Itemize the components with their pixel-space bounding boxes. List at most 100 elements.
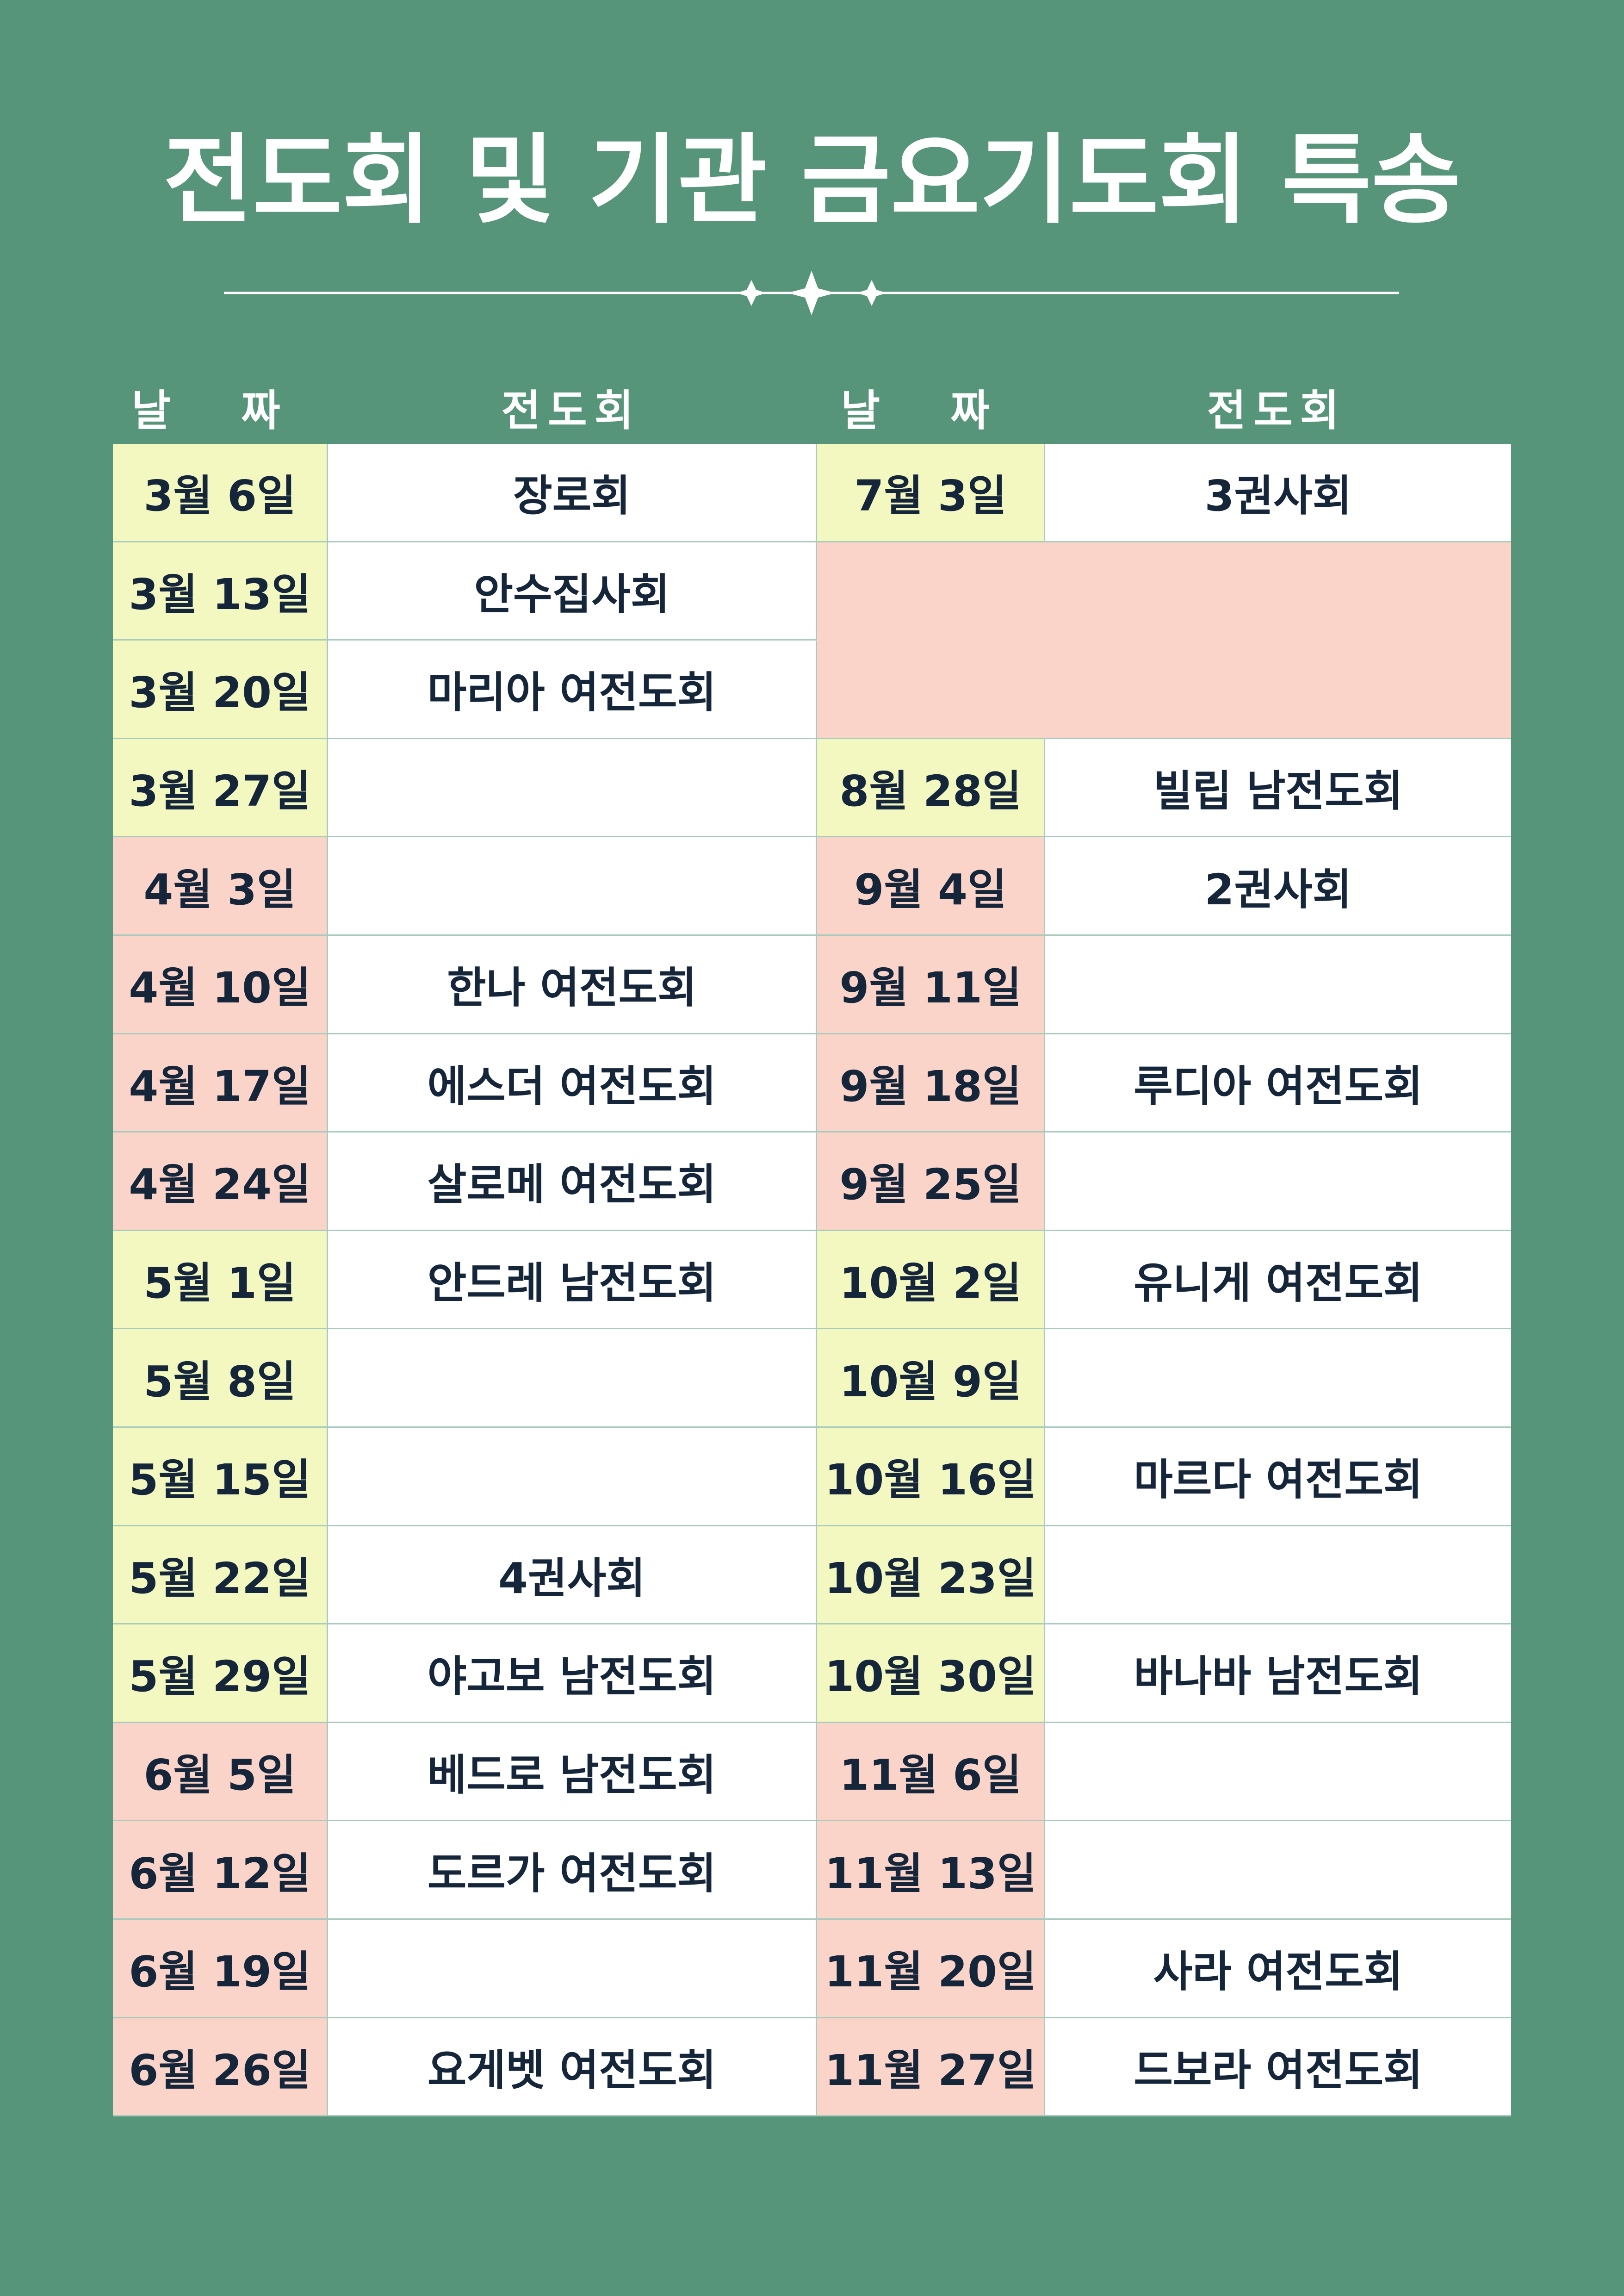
header-group: 전도회 xyxy=(501,386,641,436)
merged-cell xyxy=(817,542,1511,640)
group-cell xyxy=(1044,1329,1511,1426)
date-cell: 10월 30일 xyxy=(817,1624,1044,1722)
header-row: 날 짜 전도회 xyxy=(816,370,1511,444)
table-row: 5월 15일 xyxy=(113,1427,816,1526)
group-cell: 야고보 남전도회 xyxy=(327,1624,816,1722)
header-group: 전도회 xyxy=(1207,386,1347,436)
table-row: 11월 20일 사라 여전도회 xyxy=(816,1919,1511,2018)
table-row: 3월 20일 마리아 여전도회 xyxy=(113,641,816,739)
date-cell: 5월 22일 xyxy=(113,1526,327,1624)
table-row xyxy=(816,542,1511,641)
table-row: 9월 11일 xyxy=(816,935,1511,1034)
date-cell: 4월 10일 xyxy=(113,935,327,1033)
group-cell: 한나 여전도회 xyxy=(327,935,816,1033)
table-row: 9월 4일 2권사회 xyxy=(816,837,1511,936)
date-cell: 9월 4일 xyxy=(817,837,1044,934)
group-cell: 2권사회 xyxy=(1044,837,1511,934)
group-cell xyxy=(327,837,816,934)
date-cell: 11월 20일 xyxy=(817,1919,1044,2017)
group-cell xyxy=(327,1329,816,1426)
table-row: 4월 17일 에스더 여전도회 xyxy=(113,1034,816,1133)
table-row: 3월 27일 xyxy=(113,739,816,838)
table-row: 5월 1일 안드레 남전도회 xyxy=(113,1231,816,1330)
group-cell: 안드레 남전도회 xyxy=(327,1231,816,1328)
table-row: 7월 3일 3권사회 xyxy=(816,444,1511,542)
group-cell: 도르가 여전도회 xyxy=(327,1821,816,1918)
table-row: 11월 27일 드보라 여전도회 xyxy=(816,2018,1511,2117)
date-cell: 11월 13일 xyxy=(817,1821,1044,1918)
table-row: 9월 25일 xyxy=(816,1132,1511,1231)
date-cell: 3월 6일 xyxy=(113,444,327,541)
group-cell xyxy=(327,739,816,836)
table-row: 11월 6일 xyxy=(816,1723,1511,1822)
table-right: 날 짜 전도회 7월 3일 3권사회 8월 28일 빌립 남전도회 9월 4일 2권사회 9월 … xyxy=(816,370,1511,2117)
table-row xyxy=(816,641,1511,739)
table-row: 6월 12일 도르가 여전도회 xyxy=(113,1821,816,1920)
group-cell: 살로메 여전도회 xyxy=(327,1132,816,1230)
table-row: 4월 10일 한나 여전도회 xyxy=(113,935,816,1034)
table-row: 5월 8일 xyxy=(113,1329,816,1428)
date-cell: 7월 3일 xyxy=(817,444,1044,541)
group-cell xyxy=(327,1919,816,2017)
header-date: 날 짜 xyxy=(131,386,308,436)
table-row: 10월 30일 바나바 남전도회 xyxy=(816,1624,1511,1723)
table-row: 3월 13일 안수집사회 xyxy=(113,542,816,641)
table-row: 10월 16일 마르다 여전도회 xyxy=(816,1427,1511,1526)
date-cell: 10월 16일 xyxy=(817,1427,1044,1525)
table-row: 4월 3일 xyxy=(113,837,816,936)
date-cell: 4월 24일 xyxy=(113,1132,327,1230)
table-row: 6월 5일 베드로 남전도회 xyxy=(113,1723,816,1822)
table-row: 10월 23일 xyxy=(816,1526,1511,1625)
group-cell: 요게벳 여전도회 xyxy=(327,2018,816,2116)
date-cell: 6월 26일 xyxy=(113,2018,327,2116)
date-cell: 3월 13일 xyxy=(113,542,327,640)
date-cell: 11월 6일 xyxy=(817,1723,1044,1820)
date-cell: 5월 1일 xyxy=(113,1231,327,1328)
date-cell: 3월 27일 xyxy=(113,739,327,836)
merged-cell xyxy=(817,641,1511,738)
date-cell: 4월 3일 xyxy=(113,837,327,934)
table-row: 9월 18일 루디아 여전도회 xyxy=(816,1034,1511,1133)
group-cell: 빌립 남전도회 xyxy=(1044,739,1511,836)
group-cell: 바나바 남전도회 xyxy=(1044,1624,1511,1722)
group-cell: 3권사회 xyxy=(1044,444,1511,541)
date-cell: 5월 29일 xyxy=(113,1624,327,1722)
group-cell: 드보라 여전도회 xyxy=(1044,2018,1511,2116)
table-row: 11월 13일 xyxy=(816,1821,1511,1920)
group-cell xyxy=(1044,1723,1511,1820)
header-row: 날 짜 전도회 xyxy=(113,370,816,444)
date-cell: 6월 19일 xyxy=(113,1919,327,2017)
group-cell: 안수집사회 xyxy=(327,542,816,640)
date-cell: 6월 5일 xyxy=(113,1723,327,1820)
divider xyxy=(224,271,1399,315)
group-cell: 장로회 xyxy=(327,444,816,541)
table-row: 10월 2일 유니게 여전도회 xyxy=(816,1231,1511,1330)
header-date: 날 짜 xyxy=(841,386,1017,436)
group-cell: 에스더 여전도회 xyxy=(327,1034,816,1132)
group-cell: 마르다 여전도회 xyxy=(1044,1427,1511,1525)
table-body: 7월 3일 3권사회 8월 28일 빌립 남전도회 9월 4일 2권사회 9월 11일 9월 … xyxy=(816,444,1511,2117)
group-cell xyxy=(327,1427,816,1525)
group-cell: 마리아 여전도회 xyxy=(327,641,816,738)
date-cell: 6월 12일 xyxy=(113,1821,327,1918)
title: 전도회 및 기관 금요기도회 특송 xyxy=(163,124,1461,237)
date-cell: 10월 2일 xyxy=(817,1231,1044,1328)
date-cell: 4월 17일 xyxy=(113,1034,327,1132)
table-row: 4월 24일 살로메 여전도회 xyxy=(113,1132,816,1231)
date-cell: 9월 11일 xyxy=(817,935,1044,1033)
date-cell: 9월 25일 xyxy=(817,1132,1044,1230)
date-cell: 8월 28일 xyxy=(817,739,1044,836)
group-cell: 4권사회 xyxy=(327,1526,816,1624)
group-cell: 사라 여전도회 xyxy=(1044,1919,1511,2017)
group-cell xyxy=(1044,1821,1511,1918)
date-cell: 11월 27일 xyxy=(817,2018,1044,2116)
table-row: 6월 26일 요게벳 여전도회 xyxy=(113,2018,816,2117)
date-cell: 5월 15일 xyxy=(113,1427,327,1525)
group-cell: 유니게 여전도회 xyxy=(1044,1231,1511,1328)
table-row: 5월 29일 야고보 남전도회 xyxy=(113,1624,816,1723)
table-row: 3월 6일 장로회 xyxy=(113,444,816,542)
group-cell xyxy=(1044,935,1511,1033)
group-cell: 루디아 여전도회 xyxy=(1044,1034,1511,1132)
date-cell: 5월 8일 xyxy=(113,1329,327,1426)
